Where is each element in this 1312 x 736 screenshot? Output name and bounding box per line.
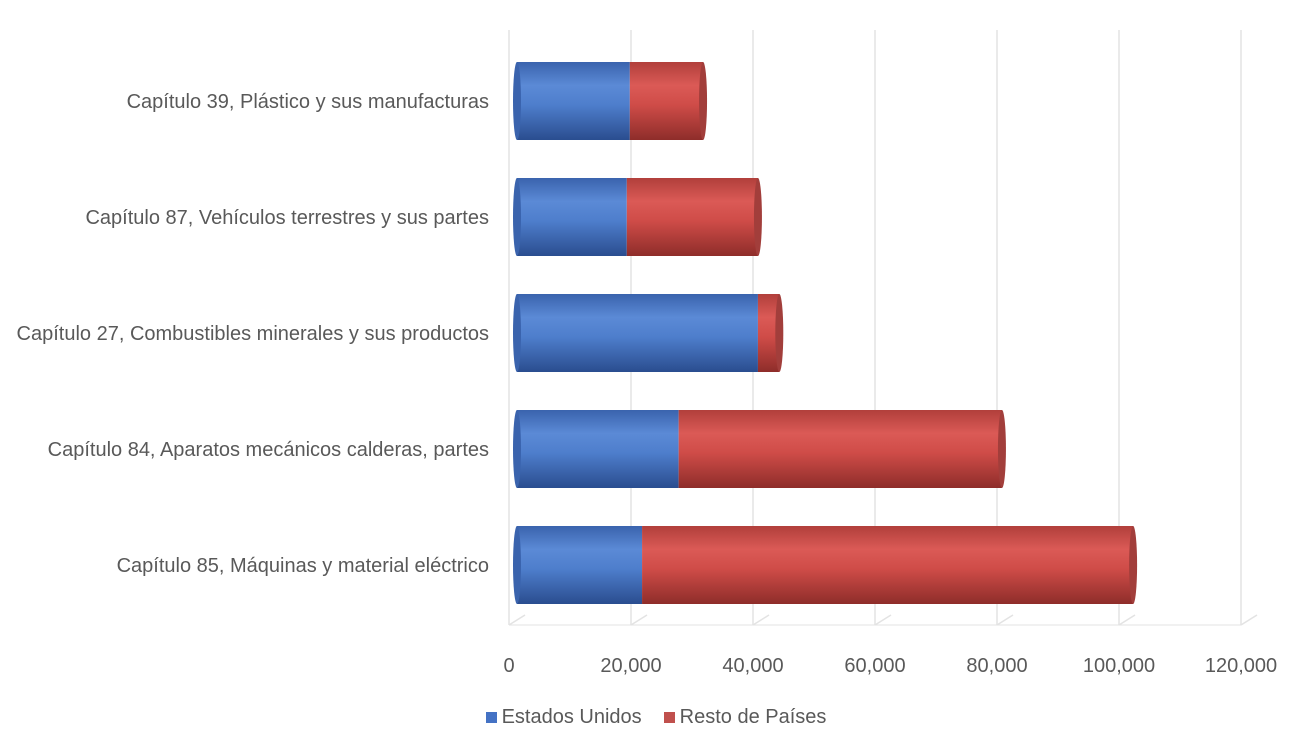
gridline-floor [630, 614, 648, 626]
bar-segment-estados-unidos [513, 294, 758, 372]
x-tick-label: 60,000 [844, 655, 905, 677]
category-label: Capítulo 85, Máquinas y material eléctri… [117, 555, 489, 577]
category-label: Capítulo 84, Aparatos mecánicos calderas… [48, 439, 489, 461]
x-tick-label: 0 [503, 655, 514, 677]
bar-segment-resto-de-paises [757, 294, 784, 372]
gridline-floor [752, 614, 770, 626]
legend-item-estados-unidos: Estados Unidos [485, 706, 642, 729]
x-tick-label: 100,000 [1083, 655, 1155, 677]
gridline-floor [1118, 614, 1136, 626]
bar-segment-resto-de-paises [629, 62, 708, 140]
bar-segment-resto-de-paises [626, 178, 762, 256]
stacked-bar-chart: Capítulo 85, Máquinas y material eléctri… [17, 30, 1277, 677]
gridline-floor [996, 614, 1014, 626]
bar-segment-estados-unidos [513, 62, 630, 140]
bar-segment-resto-de-paises [642, 526, 1138, 604]
bar-segment-estados-unidos [513, 526, 643, 604]
legend-item-resto-de-paises: Resto de Países [663, 706, 827, 729]
gridline-floor [874, 614, 892, 626]
x-tick-label: 40,000 [722, 655, 783, 677]
gridline-floor [1240, 614, 1258, 626]
bar-segment-estados-unidos [513, 410, 679, 488]
legend-label-resto-de-paises: Resto de Países [679, 706, 827, 728]
legend-swatch-resto-de-paises [663, 712, 675, 723]
bar-segment-resto-de-paises [678, 410, 1006, 488]
x-tick-label: 80,000 [966, 655, 1027, 677]
x-tick-label: 120,000 [1205, 655, 1277, 677]
legend-swatch-estados-unidos [485, 712, 497, 723]
category-label: Capítulo 87, Vehículos terrestres y sus … [85, 207, 489, 229]
category-label: Capítulo 27, Combustibles minerales y su… [17, 323, 489, 345]
category-label: Capítulo 39, Plástico y sus manufacturas [127, 91, 489, 113]
bar-segment-estados-unidos [513, 178, 627, 256]
legend-label-estados-unidos: Estados Unidos [501, 706, 642, 728]
legend: Estados Unidos Resto de Países [0, 706, 1312, 729]
x-tick-label: 20,000 [600, 655, 661, 677]
gridline-floor [508, 614, 526, 626]
